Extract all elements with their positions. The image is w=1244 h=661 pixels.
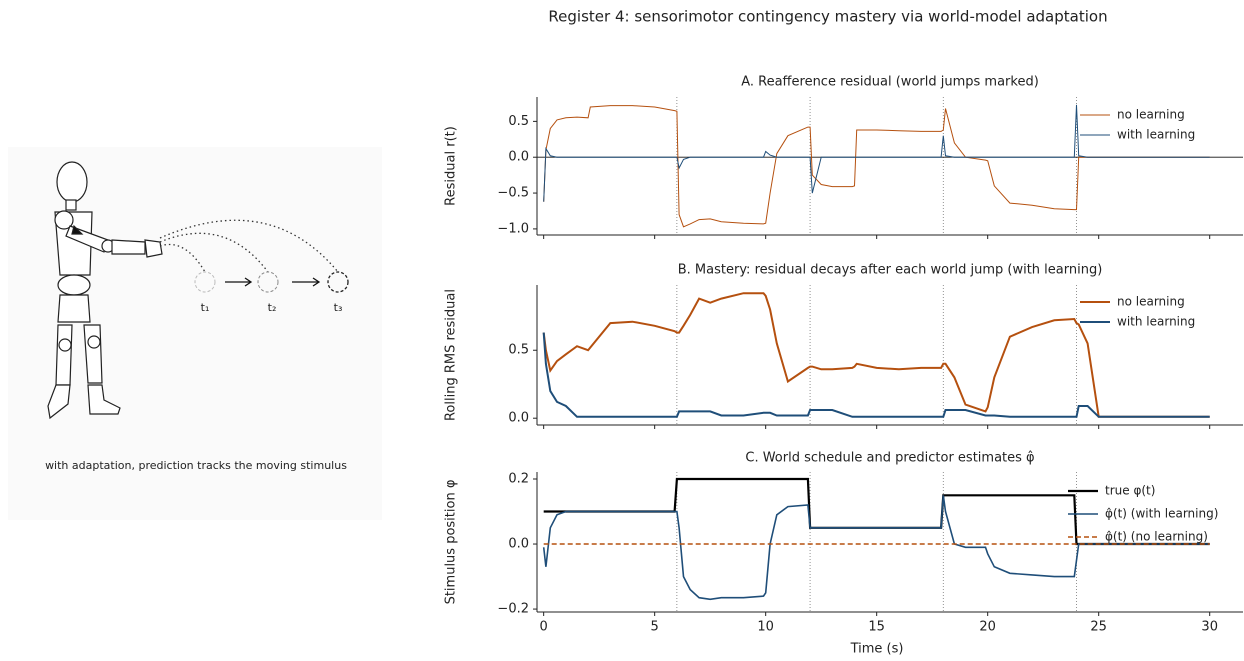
legend-label: true φ(t)	[1105, 484, 1155, 498]
stimulus-t2	[257, 271, 279, 293]
series-line	[542, 332, 1210, 418]
y-axis-label: Residual r(t)	[444, 126, 459, 206]
chart-title: B. Mastery: residual decays after each w…	[678, 263, 1103, 278]
figure-title: Register 4: sensorimotor contingency mas…	[548, 8, 1107, 26]
series-line	[543, 105, 1210, 228]
y-axis-label: Stimulus position φ	[444, 480, 459, 605]
arrows	[225, 277, 321, 287]
series-line	[543, 104, 1210, 202]
x-tick-label: 25	[1090, 620, 1107, 635]
y-axis-label: Rolling RMS residual	[444, 289, 459, 421]
y-tick-label: 0.5	[508, 114, 529, 129]
y-tick-label: 0.2	[508, 471, 529, 486]
time-label: t₁	[201, 301, 210, 314]
x-tick-label: 5	[651, 620, 659, 635]
series-line	[542, 292, 1210, 418]
chart-title: C. World schedule and predictor estimate…	[745, 451, 1034, 466]
y-tick-label: 0.0	[508, 150, 529, 165]
y-tick-label: −0.2	[497, 602, 529, 617]
y-tick-label: −1.0	[497, 221, 529, 236]
x-tick-label: 30	[1201, 620, 1218, 635]
legend-label: with learning	[1117, 315, 1195, 329]
time-label: t₃	[334, 301, 343, 314]
time-label: t₂	[268, 301, 277, 314]
legend-label: no learning	[1117, 295, 1185, 309]
prediction-arcs	[159, 219, 339, 273]
y-tick-label: 0.5	[508, 343, 529, 358]
x-tick-label: 10	[757, 620, 774, 635]
y-tick-label: 0.0	[508, 411, 529, 426]
x-tick-label: 20	[979, 620, 996, 635]
y-tick-label: 0.0	[508, 537, 529, 552]
x-tick-label: 0	[540, 620, 548, 635]
legend-label: with learning	[1117, 128, 1195, 142]
legend-label: φ̂(t) (with learning)	[1105, 507, 1218, 521]
illustration: t₁ t₂ t₃ with adaptation, prediction tra…	[8, 147, 382, 520]
series-line	[542, 495, 1210, 601]
x-axis-label: Time (s)	[850, 642, 904, 657]
stimulus-t1	[194, 271, 216, 293]
mannequin	[47, 161, 163, 420]
legend-label: φ̂(t) (no learning)	[1105, 530, 1208, 544]
legend-label: no learning	[1117, 108, 1185, 122]
chart-title: A. Reafference residual (world jumps mar…	[741, 75, 1039, 90]
illustration-caption: with adaptation, prediction tracks the m…	[45, 459, 347, 472]
stimulus-t3	[327, 271, 349, 293]
y-tick-label: −0.5	[497, 186, 529, 201]
x-tick-label: 15	[868, 620, 885, 635]
